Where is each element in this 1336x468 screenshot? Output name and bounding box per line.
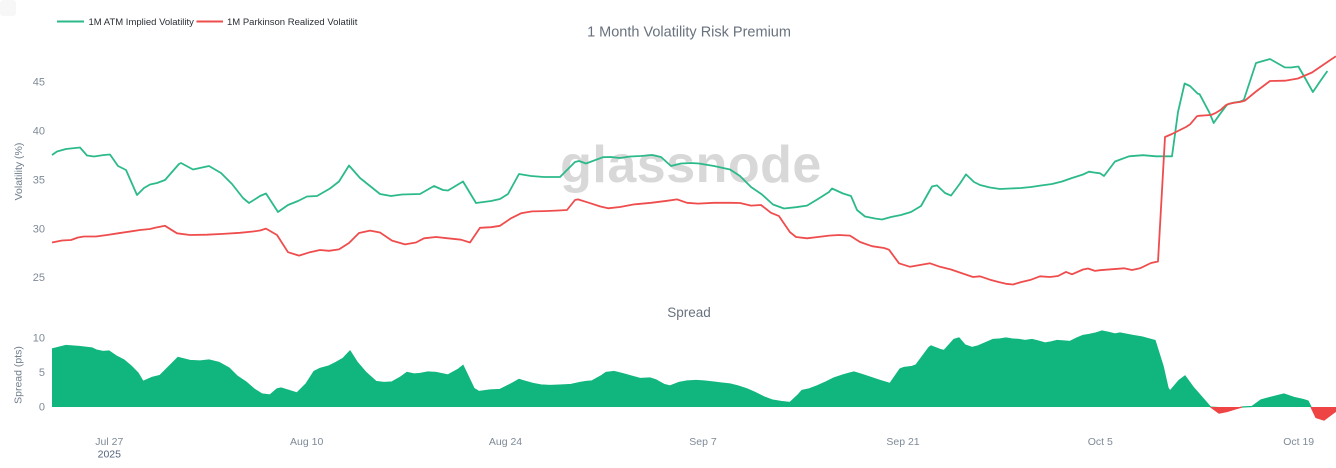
svg-text:Volatility (%): Volatility (%) — [13, 143, 25, 201]
svg-text:Aug 10: Aug 10 — [290, 436, 323, 448]
svg-text:2025: 2025 — [98, 449, 122, 461]
svg-text:1M ATM Implied Volatility: 1M ATM Implied Volatility — [89, 17, 195, 28]
svg-text:Jul 27: Jul 27 — [95, 436, 123, 448]
svg-text:10: 10 — [33, 333, 45, 345]
svg-text:35: 35 — [33, 175, 45, 187]
svg-text:Oct 19: Oct 19 — [1283, 436, 1314, 448]
svg-text:Spread (pts): Spread (pts) — [13, 346, 25, 404]
svg-text:Spread: Spread — [667, 305, 711, 320]
svg-text:Sep 21: Sep 21 — [886, 436, 919, 448]
svg-text:1M Parkinson Realized Volatili: 1M Parkinson Realized Volatilit — [227, 17, 358, 28]
svg-text:45: 45 — [33, 77, 45, 89]
svg-text:Oct 5: Oct 5 — [1088, 436, 1113, 448]
svg-text:Aug 24: Aug 24 — [489, 436, 522, 448]
svg-text:Sep 7: Sep 7 — [689, 436, 717, 448]
svg-text:25: 25 — [33, 272, 45, 284]
svg-text:glassnode: glassnode — [560, 136, 822, 194]
svg-text:40: 40 — [33, 126, 45, 138]
svg-text:5: 5 — [39, 367, 45, 379]
svg-text:0: 0 — [39, 402, 45, 414]
svg-text:1 Month Volatility Risk Premiu: 1 Month Volatility Risk Premium — [587, 25, 791, 41]
svg-text:30: 30 — [33, 224, 45, 236]
